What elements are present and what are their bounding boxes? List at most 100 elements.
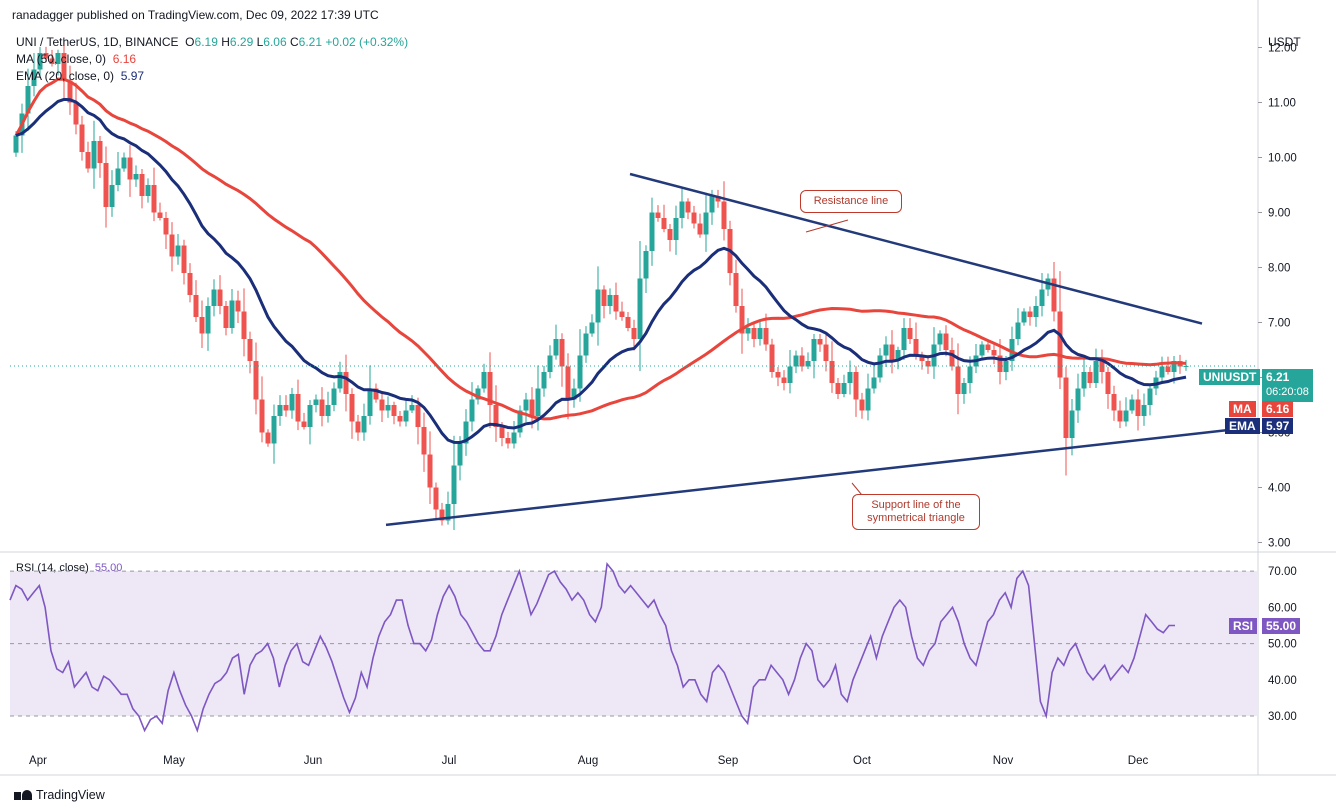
candle-body [895,350,901,361]
price-tick-label: 11.00 [1268,98,1296,110]
candle-body [283,405,289,411]
candle-body [943,333,949,350]
candle-body [91,141,97,169]
low-value: 6.06 [263,35,287,49]
candle-body [589,322,595,334]
candle-body [1087,372,1093,383]
candle-body [175,245,181,257]
ma-legend: MA (50, close, 0) 6.16 [16,52,136,66]
tradingview-logo-icon [14,790,32,800]
candle-body [691,212,697,224]
candle-body [901,328,907,350]
candle-body [625,317,631,328]
candle-body [757,328,763,339]
candle-body [49,58,55,64]
candle-body [445,504,451,521]
resistance-line [629,172,1203,325]
ema-badge-value: 5.97 [1262,418,1294,434]
candle-body [241,311,247,339]
candle-body [1009,339,1015,361]
candle-body [229,300,235,328]
price-tick-label: 4.00 [1268,483,1290,495]
ema20-line [15,97,1187,445]
candle-body [547,355,553,372]
candle-body [421,427,427,455]
open-value: 6.19 [194,35,218,49]
ema-legend: EMA (20, close, 0) 5.97 [16,69,144,83]
candle-body [433,487,439,510]
candle-body [661,218,667,229]
close-value: 6.21 [298,35,323,49]
open-label: O [185,35,195,49]
candle-body [643,251,649,279]
symbol-legend: UNI / TetherUS, 1D, BINANCE O6.19 H6.29 … [16,35,408,49]
candle-body [583,333,589,356]
price-tick-label: 10.00 [1268,153,1297,165]
candle-body [961,383,967,394]
candle-body [817,339,823,345]
candle-body [613,295,619,312]
symbol-label: UNI / TetherUS, 1D, BINANCE [16,35,179,49]
candle-body [271,416,277,444]
candle-body [511,432,517,444]
candle-body [517,410,523,433]
rsi-tick-label: 40.00 [1268,675,1297,687]
candle-body [871,377,877,389]
candle-body [949,350,955,367]
candle-body [565,366,571,400]
candle-body [85,152,91,169]
rsi-legend: RSI (14, close) 55.00 [16,562,122,574]
candle-body [745,328,751,334]
candle-body [295,394,301,422]
candle-body [721,201,727,229]
candle-body [337,372,343,389]
candle-body [1027,311,1033,317]
candle-body [637,278,643,339]
candle-body [667,229,673,240]
candle-body [367,388,373,416]
candle-body [775,372,781,378]
candle-body [187,273,193,295]
candle-body [1135,399,1141,416]
candle-body [373,388,379,400]
ma-legend-value: 6.16 [112,52,137,66]
candle-body [319,399,325,416]
candle-body [97,141,103,163]
candle-body [739,306,745,334]
high-label: H [221,35,230,49]
change-value: +0.02 (+0.32%) [325,35,409,49]
rsi-tick-label: 30.00 [1268,711,1297,723]
candle-body [391,405,397,416]
support-annotation: Support line of the symmetrical triangle [852,494,980,530]
candle-body [673,218,679,240]
candle-body [601,289,607,306]
ma-badge-label: MA [1229,401,1256,417]
candle-body [685,201,691,213]
x-tick-label: Jul [442,755,457,767]
candle-body [1129,399,1135,411]
candle-body [427,454,433,488]
candle-body [1165,366,1171,372]
rsi-badge-label: RSI [1229,618,1258,634]
candle-body [1105,372,1111,394]
candle-body [67,80,73,103]
ema-legend-label: EMA (20, close, 0) [16,69,115,83]
candle-body [763,328,769,345]
symbol-badge: UNIUSDT [1199,369,1261,385]
candle-body [145,185,151,196]
candle-body [397,416,403,422]
candle-body [109,185,115,207]
candle-body [751,328,757,339]
candle-body [1075,388,1081,411]
rsi-tick-label: 60.00 [1268,602,1297,614]
candle-body [313,399,319,405]
candle-body [979,344,985,356]
candle-body [577,355,583,389]
rsi-line [9,561,1175,734]
candle-body [535,388,541,416]
candle-body [379,399,385,411]
candle-body [1117,410,1123,422]
publisher-header: ranadagger published on TradingView.com,… [12,8,379,22]
resistance-pointer [805,219,849,233]
